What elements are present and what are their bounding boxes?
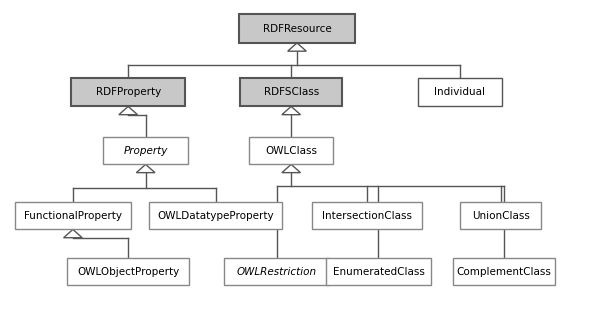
FancyBboxPatch shape [239, 14, 355, 43]
Polygon shape [282, 164, 301, 173]
Text: RDFResource: RDFResource [263, 24, 331, 34]
FancyBboxPatch shape [460, 202, 542, 229]
FancyBboxPatch shape [249, 137, 333, 164]
Text: UnionClass: UnionClass [472, 211, 530, 221]
Polygon shape [64, 229, 82, 238]
Text: FunctionalProperty: FunctionalProperty [24, 211, 122, 221]
FancyBboxPatch shape [418, 78, 502, 107]
FancyBboxPatch shape [311, 202, 422, 229]
FancyBboxPatch shape [326, 258, 431, 285]
FancyBboxPatch shape [453, 258, 555, 285]
Text: OWLRestriction: OWLRestriction [236, 267, 317, 277]
FancyBboxPatch shape [71, 78, 185, 107]
Polygon shape [137, 164, 155, 173]
FancyBboxPatch shape [224, 258, 329, 285]
Polygon shape [119, 107, 137, 115]
Text: IntersectionClass: IntersectionClass [322, 211, 412, 221]
Text: EnumeratedClass: EnumeratedClass [333, 267, 425, 277]
Text: OWLDatatypeProperty: OWLDatatypeProperty [157, 211, 274, 221]
FancyBboxPatch shape [103, 137, 188, 164]
Text: RDFProperty: RDFProperty [96, 87, 161, 97]
FancyBboxPatch shape [67, 258, 189, 285]
Text: Individual: Individual [434, 87, 485, 97]
Polygon shape [282, 107, 301, 115]
FancyBboxPatch shape [148, 202, 282, 229]
Text: Property: Property [124, 146, 168, 156]
FancyBboxPatch shape [15, 202, 131, 229]
Text: OWLObjectProperty: OWLObjectProperty [77, 267, 179, 277]
Text: ComplementClass: ComplementClass [456, 267, 551, 277]
Polygon shape [287, 43, 307, 51]
Text: OWLClass: OWLClass [265, 146, 317, 156]
Text: RDFSClass: RDFSClass [264, 87, 319, 97]
FancyBboxPatch shape [240, 78, 342, 107]
